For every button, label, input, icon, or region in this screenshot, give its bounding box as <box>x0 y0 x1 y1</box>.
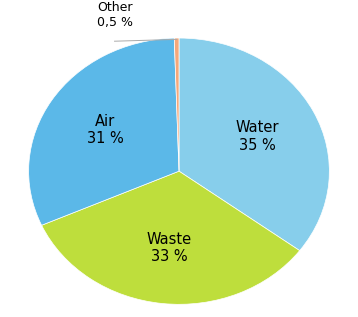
Text: Air
31 %: Air 31 % <box>87 114 124 146</box>
Text: Other
0,5 %: Other 0,5 % <box>97 1 132 29</box>
Wedge shape <box>179 38 329 251</box>
Text: Waste
33 %: Waste 33 % <box>147 232 192 264</box>
Wedge shape <box>42 171 300 304</box>
Text: Water
35 %: Water 35 % <box>235 120 279 153</box>
Wedge shape <box>174 38 179 171</box>
Wedge shape <box>29 38 179 225</box>
